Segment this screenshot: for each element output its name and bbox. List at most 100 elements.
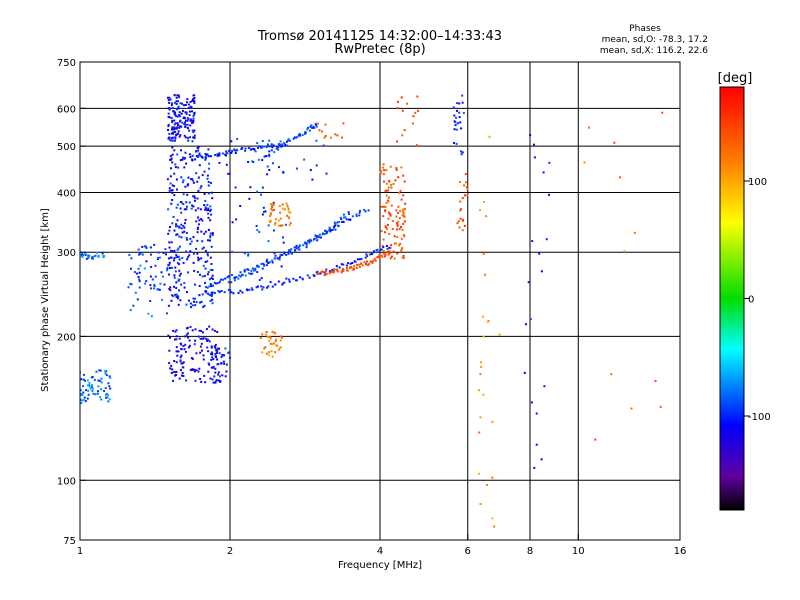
data-point: [185, 333, 188, 336]
data-point: [397, 220, 400, 223]
data-point: [190, 207, 193, 210]
data-point: [251, 272, 254, 275]
data-point: [211, 291, 214, 294]
data-point: [482, 393, 485, 396]
data-point: [207, 370, 210, 373]
data-point: [170, 102, 173, 105]
data-point: [273, 151, 276, 154]
data-point: [319, 236, 322, 239]
data-point: [187, 139, 190, 142]
data-point: [185, 379, 187, 382]
data-point: [289, 250, 292, 253]
data-point: [175, 178, 178, 181]
data-point: [203, 232, 206, 235]
data-point: [181, 366, 184, 369]
data-point: [327, 229, 330, 232]
data-point: [268, 354, 271, 357]
data-point: [177, 124, 180, 127]
data-point: [396, 236, 399, 239]
data-point: [267, 240, 270, 243]
data-point: [389, 214, 392, 217]
data-point: [172, 295, 175, 298]
data-point: [355, 213, 358, 216]
data-point: [105, 374, 108, 376]
data-point: [531, 240, 534, 243]
data-point: [107, 394, 110, 396]
data-point: [358, 214, 361, 217]
data-point: [453, 142, 455, 144]
data-point: [225, 370, 228, 373]
data-point: [223, 362, 226, 365]
data-point: [174, 330, 177, 333]
data-point: [529, 134, 532, 136]
data-point: [261, 351, 264, 354]
data-point: [351, 215, 354, 218]
data-point: [199, 351, 202, 354]
data-point: [321, 233, 324, 236]
data-point: [189, 237, 192, 240]
data-point: [172, 259, 175, 262]
data-point: [336, 221, 339, 224]
data-point: [379, 172, 382, 175]
data-point: [197, 223, 200, 226]
data-point: [192, 117, 195, 120]
data-point: [267, 262, 269, 264]
y-axis: 75 100 200 300 400 500 600 750: [57, 58, 86, 547]
data-point: [307, 126, 309, 129]
data-point: [402, 209, 405, 212]
data-point: [464, 194, 466, 197]
data-point: [190, 178, 193, 181]
data-point: [491, 517, 494, 520]
data-point: [184, 121, 186, 124]
data-point: [388, 246, 391, 249]
chart-title: Tromsø 20141125 14:32:00–14:33:43: [257, 29, 502, 44]
data-point: [186, 119, 189, 122]
data-point: [194, 283, 196, 286]
data-point: [322, 270, 325, 273]
data-point: [185, 201, 188, 204]
data-point: [466, 194, 469, 197]
data-point: [174, 114, 177, 117]
data-point: [157, 251, 160, 254]
data-point: [343, 216, 346, 219]
data-point: [239, 271, 242, 274]
data-point: [269, 213, 272, 216]
data-point: [167, 115, 170, 118]
data-point: [301, 134, 304, 136]
data-point: [323, 233, 326, 235]
data-point: [197, 154, 200, 157]
data-point: [282, 171, 285, 174]
data-point: [231, 149, 234, 152]
data-point: [208, 162, 211, 165]
data-point: [384, 253, 387, 256]
data-point: [170, 157, 173, 160]
data-point: [247, 254, 250, 257]
data-point: [175, 346, 178, 349]
data-point: [150, 287, 152, 290]
data-point: [479, 503, 482, 505]
data-point: [172, 215, 175, 218]
data-point: [168, 107, 171, 109]
data-point: [93, 378, 96, 381]
data-point: [138, 286, 141, 289]
data-point: [169, 182, 172, 185]
data-point: [397, 212, 399, 214]
data-point: [218, 347, 220, 350]
data-point: [180, 283, 183, 286]
data-point: [238, 274, 241, 277]
data-point: [255, 225, 258, 227]
data-point: [181, 372, 184, 374]
data-point: [204, 199, 207, 202]
data-point: [218, 152, 221, 155]
data-point: [173, 276, 176, 279]
data-point: [401, 134, 404, 137]
data-point: [263, 264, 266, 267]
data-point: [222, 278, 224, 281]
data-point: [281, 283, 284, 286]
data-point: [460, 208, 462, 211]
data-point: [262, 210, 265, 213]
data-point: [216, 347, 219, 350]
data-point: [268, 150, 271, 153]
data-point: [217, 289, 220, 292]
data-point: [92, 392, 95, 395]
